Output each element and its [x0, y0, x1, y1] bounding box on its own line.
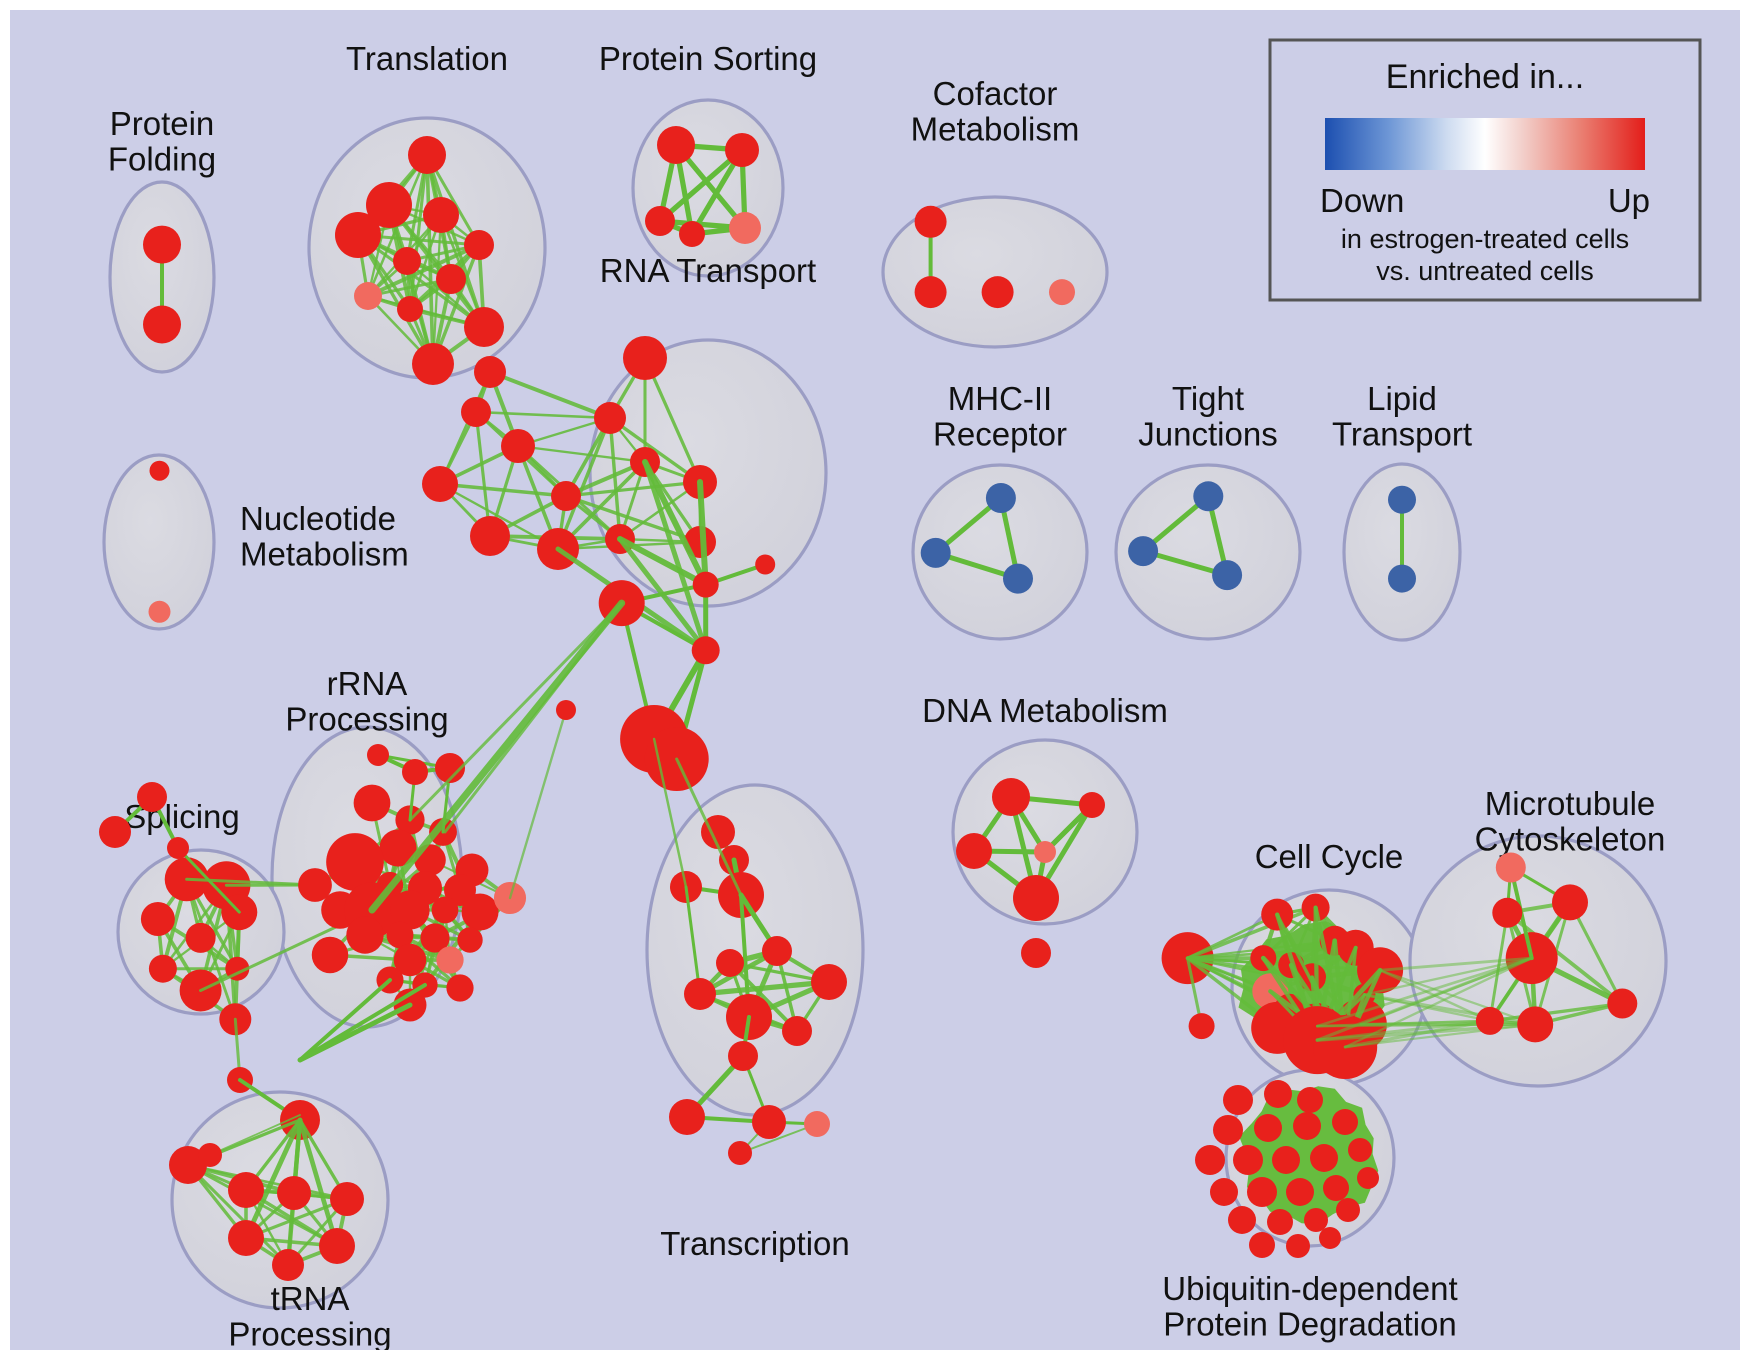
svg-text:DNA Metabolism: DNA Metabolism — [922, 692, 1168, 729]
svg-text:Enriched in...: Enriched in... — [1386, 58, 1584, 96]
svg-text:Cell Cycle: Cell Cycle — [1255, 838, 1404, 875]
svg-text:in estrogen-treated cells: in estrogen-treated cells — [1341, 224, 1629, 254]
svg-text:RNA Transport: RNA Transport — [600, 252, 816, 289]
svg-text:Protein Sorting: Protein Sorting — [599, 40, 817, 77]
svg-text:vs. untreated cells: vs. untreated cells — [1376, 256, 1594, 286]
svg-text:Translation: Translation — [346, 40, 508, 77]
svg-text:Down: Down — [1320, 182, 1404, 219]
svg-text:Up: Up — [1608, 182, 1650, 219]
svg-text:Transcription: Transcription — [660, 1225, 850, 1262]
